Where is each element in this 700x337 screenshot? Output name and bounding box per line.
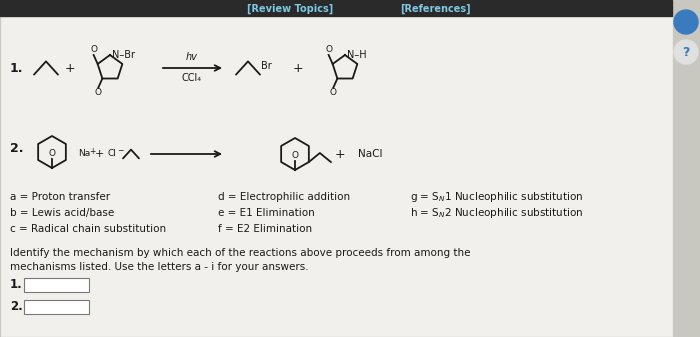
Text: hv: hv — [186, 52, 198, 62]
Circle shape — [674, 10, 698, 34]
Text: O: O — [325, 45, 332, 55]
Text: +: + — [89, 147, 95, 155]
Text: −: − — [117, 147, 123, 155]
Circle shape — [674, 40, 698, 64]
Text: +: + — [293, 61, 303, 74]
Text: 1.: 1. — [10, 61, 24, 74]
Text: e = E1 Elimination: e = E1 Elimination — [218, 208, 315, 218]
Text: 2.: 2. — [10, 142, 24, 154]
Text: +: + — [94, 149, 104, 159]
Text: Na: Na — [78, 150, 90, 158]
Text: [References]: [References] — [400, 4, 470, 14]
Text: h = S$_N$2 Nucleophilic substitution: h = S$_N$2 Nucleophilic substitution — [410, 206, 583, 220]
Text: O: O — [330, 88, 337, 97]
Text: N–H: N–H — [347, 50, 367, 60]
Text: Identify the mechanism by which each of the reactions above proceeds from among : Identify the mechanism by which each of … — [10, 248, 470, 258]
Text: Cl: Cl — [107, 150, 116, 158]
Text: g = S$_N$1 Nucleophilic substitution: g = S$_N$1 Nucleophilic substitution — [410, 190, 583, 204]
Text: N–Br: N–Br — [112, 50, 135, 60]
Text: f = E2 Elimination: f = E2 Elimination — [218, 224, 312, 234]
Text: O: O — [90, 45, 97, 55]
Text: O: O — [291, 152, 298, 160]
Text: O: O — [48, 150, 55, 158]
Text: NaCl: NaCl — [358, 149, 382, 159]
Text: b = Lewis acid/base: b = Lewis acid/base — [10, 208, 114, 218]
Text: +: + — [64, 61, 76, 74]
Text: c = Radical chain substitution: c = Radical chain substitution — [10, 224, 166, 234]
Text: +: + — [335, 148, 345, 160]
Text: Br: Br — [261, 61, 272, 71]
Bar — [0, 0, 672, 16]
Text: O: O — [95, 88, 102, 97]
Text: 2.: 2. — [10, 301, 22, 313]
Text: 1.: 1. — [10, 278, 22, 292]
Bar — [24, 278, 89, 292]
Bar — [24, 300, 89, 314]
Text: [Review Topics]: [Review Topics] — [247, 4, 333, 14]
Text: CCl₄: CCl₄ — [182, 73, 202, 83]
Text: d = Electrophilic addition: d = Electrophilic addition — [218, 192, 350, 202]
Text: a = Proton transfer: a = Proton transfer — [10, 192, 110, 202]
Text: mechanisms listed. Use the letters a - i for your answers.: mechanisms listed. Use the letters a - i… — [10, 262, 309, 272]
Text: ?: ? — [682, 45, 690, 59]
